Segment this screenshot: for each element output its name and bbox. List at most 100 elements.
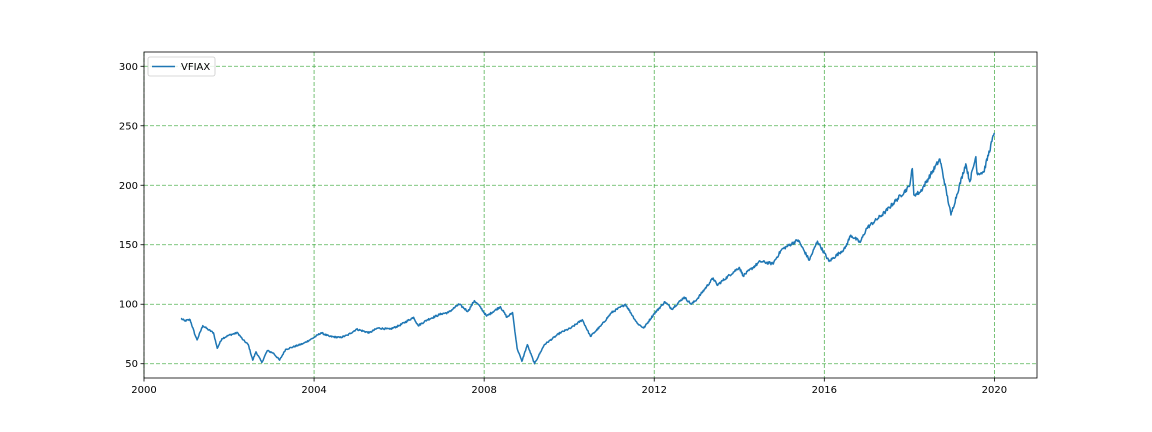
data-point	[969, 181, 971, 183]
data-point	[479, 306, 481, 308]
y-tick-label: 200	[119, 181, 138, 192]
data-point	[759, 261, 761, 263]
data-point	[467, 311, 469, 313]
data-point	[544, 344, 546, 346]
data-point	[292, 346, 294, 348]
data-point	[356, 328, 358, 330]
data-point	[207, 328, 209, 330]
legend-label-vfiax: VFIAX	[181, 62, 210, 73]
data-point	[216, 347, 218, 349]
data-point	[413, 317, 415, 319]
legend-box	[147, 56, 216, 77]
x-tick-label: 2000	[131, 385, 156, 396]
y-tick-label: 150	[119, 240, 138, 251]
x-tick-label: 2020	[982, 385, 1007, 396]
data-point	[884, 212, 886, 214]
data-point	[417, 325, 419, 327]
data-point	[194, 334, 196, 336]
x-tick-label: 2004	[301, 385, 326, 396]
data-point	[202, 325, 204, 327]
data-point	[261, 362, 263, 364]
data-point	[427, 319, 429, 321]
data-point	[377, 327, 379, 329]
data-point	[664, 301, 666, 303]
data-point	[486, 315, 488, 317]
data-point	[850, 234, 852, 236]
data-point	[248, 344, 250, 346]
data-point	[844, 248, 846, 250]
data-point	[237, 332, 239, 334]
data-point	[919, 192, 921, 194]
data-point	[781, 249, 783, 251]
data-point	[313, 337, 315, 339]
y-tick-label: 100	[119, 300, 138, 311]
data-point	[600, 325, 602, 327]
data-point	[683, 296, 685, 298]
data-point	[458, 303, 460, 305]
data-point	[500, 306, 502, 308]
data-point	[534, 363, 536, 365]
data-point	[772, 263, 774, 265]
data-point	[809, 259, 811, 261]
data-point	[527, 344, 529, 346]
data-point	[909, 186, 911, 188]
data-point	[521, 361, 523, 363]
data-point	[213, 332, 215, 334]
data-point	[976, 173, 978, 175]
series-line-vfiax	[180, 132, 996, 365]
data-point	[797, 239, 799, 241]
data-point	[559, 332, 561, 334]
data-point	[347, 334, 349, 336]
x-tick-label: 2012	[642, 385, 667, 396]
data-point	[611, 312, 613, 314]
data-point	[339, 337, 341, 339]
data-point	[221, 338, 223, 340]
x-tick-label: 2008	[471, 385, 496, 396]
data-point	[625, 303, 627, 305]
data-point	[441, 313, 443, 315]
data-point	[965, 163, 967, 165]
data-point	[279, 359, 281, 361]
data-point	[993, 132, 995, 134]
data-point	[913, 194, 915, 196]
data-point	[983, 171, 985, 173]
data-point	[590, 336, 592, 338]
data-point	[320, 332, 322, 334]
data-point	[671, 308, 673, 310]
y-tick-label: 250	[119, 121, 138, 132]
data-point	[828, 261, 830, 263]
legend: VFIAX	[147, 56, 216, 77]
data-point	[242, 339, 244, 341]
data-point	[252, 359, 254, 361]
data-point	[328, 336, 330, 338]
data-point	[716, 284, 718, 286]
x-tick-label: 2016	[812, 385, 837, 396]
data-point	[866, 227, 868, 229]
data-point	[448, 312, 450, 314]
data-point	[303, 343, 305, 345]
data-point	[389, 328, 391, 330]
data-point	[266, 350, 268, 352]
data-point	[696, 299, 698, 301]
data-point	[939, 158, 941, 160]
data-point	[516, 347, 518, 349]
data-point	[285, 349, 287, 351]
data-point	[643, 327, 645, 329]
data-point	[742, 275, 744, 277]
axis-layer: 2000 2004 2008 2012 2016 2020 50 100 150 200 250 30…	[119, 62, 1007, 396]
data-point	[180, 318, 182, 320]
data-point	[398, 325, 400, 327]
data-point	[653, 313, 655, 315]
data-point	[712, 277, 714, 279]
data-point	[228, 334, 230, 336]
data-point	[506, 317, 508, 319]
data-point	[570, 327, 572, 329]
plot-area-frame	[143, 51, 1038, 379]
y-tick-label: 300	[119, 62, 138, 73]
data-point	[738, 267, 740, 269]
grid-layer	[143, 52, 1037, 378]
data-point	[196, 339, 198, 341]
plot-layer	[180, 132, 996, 365]
